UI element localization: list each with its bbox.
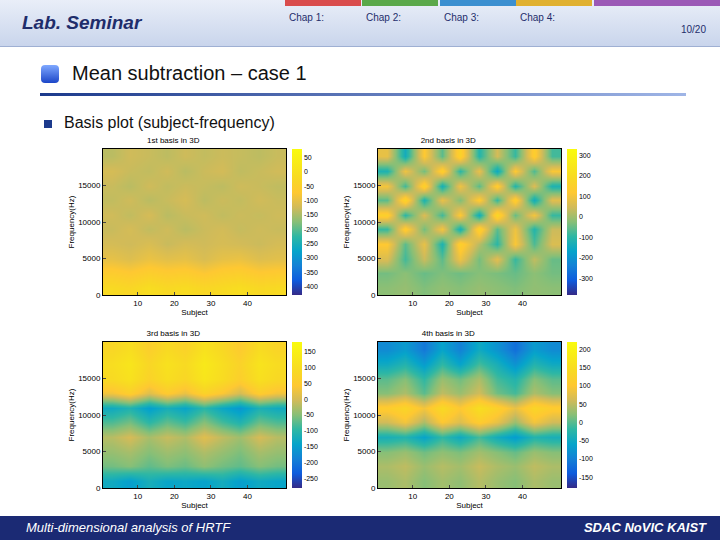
svg-text:-50: -50 xyxy=(579,437,589,444)
svg-text:20: 20 xyxy=(170,299,179,308)
svg-text:0: 0 xyxy=(304,396,308,403)
svg-text:-250: -250 xyxy=(304,240,318,247)
svg-text:10: 10 xyxy=(133,299,142,308)
svg-text:15000: 15000 xyxy=(78,374,101,383)
svg-text:-200: -200 xyxy=(304,226,318,233)
svg-text:-50: -50 xyxy=(304,411,314,418)
svg-text:-300: -300 xyxy=(304,254,318,261)
svg-text:Frequency(Hz): Frequency(Hz) xyxy=(342,388,351,441)
svg-text:50: 50 xyxy=(579,401,587,408)
svg-text:4th basis in 3D: 4th basis in 3D xyxy=(422,329,475,338)
svg-text:3rd basis in 3D: 3rd basis in 3D xyxy=(147,329,201,338)
svg-text:30: 30 xyxy=(207,299,216,308)
svg-text:-100: -100 xyxy=(579,234,593,241)
svg-text:1st basis in 3D: 1st basis in 3D xyxy=(147,136,200,145)
svg-text:15000: 15000 xyxy=(353,181,376,190)
html-text:Chap 2:: Chap 2: xyxy=(366,12,401,23)
svg-text:Subject: Subject xyxy=(456,501,483,510)
svg-text:50: 50 xyxy=(304,380,312,387)
svg-text:-100: -100 xyxy=(304,427,318,434)
svg-text:40: 40 xyxy=(243,299,252,308)
svg-text:-200: -200 xyxy=(579,254,593,261)
svg-text:15000: 15000 xyxy=(78,181,101,190)
svg-text:30: 30 xyxy=(482,492,491,501)
svg-text:40: 40 xyxy=(518,299,527,308)
html-text:10/20: 10/20 xyxy=(681,24,706,35)
svg-text:100: 100 xyxy=(579,193,591,200)
svg-text:10000: 10000 xyxy=(78,411,101,420)
svg-text:150: 150 xyxy=(579,364,591,371)
svg-text:Subject: Subject xyxy=(181,308,208,317)
svg-text:-200: -200 xyxy=(304,459,318,466)
svg-text:-150: -150 xyxy=(304,211,318,218)
svg-text:0: 0 xyxy=(371,484,376,493)
svg-text:0: 0 xyxy=(96,484,101,493)
svg-text:30: 30 xyxy=(207,492,216,501)
html-text:Mean subtraction – case 1: Mean subtraction – case 1 xyxy=(72,62,307,84)
html-text:Multi-dimensional analysis of: Multi-dimensional analysis of HRTF xyxy=(26,520,231,535)
svg-text:-100: -100 xyxy=(579,455,593,462)
html-text:Chap 3:: Chap 3: xyxy=(444,12,479,23)
svg-text:10000: 10000 xyxy=(353,218,376,227)
svg-text:5000: 5000 xyxy=(358,254,376,263)
svg-text:Frequency(Hz): Frequency(Hz) xyxy=(342,195,351,248)
svg-text:10: 10 xyxy=(408,299,417,308)
svg-text:10: 10 xyxy=(408,492,417,501)
svg-text:2nd basis in 3D: 2nd basis in 3D xyxy=(421,136,476,145)
svg-text:-250: -250 xyxy=(304,475,318,482)
svg-text:200: 200 xyxy=(579,346,591,353)
svg-text:Frequency(Hz): Frequency(Hz) xyxy=(67,388,76,441)
svg-text:0: 0 xyxy=(304,168,308,175)
svg-text:100: 100 xyxy=(304,364,316,371)
svg-text:-350: -350 xyxy=(304,269,318,276)
svg-text:Frequency(Hz): Frequency(Hz) xyxy=(67,195,76,248)
svg-text:50: 50 xyxy=(304,154,312,161)
svg-text:300: 300 xyxy=(579,152,591,159)
svg-text:100: 100 xyxy=(579,382,591,389)
svg-text:0: 0 xyxy=(579,213,583,220)
svg-text:-300: -300 xyxy=(579,275,593,282)
svg-text:-150: -150 xyxy=(304,443,318,450)
svg-text:40: 40 xyxy=(243,492,252,501)
svg-text:10: 10 xyxy=(133,492,142,501)
svg-text:Subject: Subject xyxy=(456,308,483,317)
html-text:SDAC NoVIC KAIST: SDAC NoVIC KAIST xyxy=(583,520,706,535)
svg-text:0: 0 xyxy=(371,291,376,300)
html-text:Lab. Seminar: Lab. Seminar xyxy=(22,12,142,33)
svg-text:0: 0 xyxy=(579,419,583,426)
svg-text:10000: 10000 xyxy=(353,411,376,420)
svg-text:30: 30 xyxy=(482,299,491,308)
html-text:Chap 4:: Chap 4: xyxy=(520,12,555,23)
svg-text:Subject: Subject xyxy=(181,501,208,510)
svg-text:10000: 10000 xyxy=(78,218,101,227)
svg-text:5000: 5000 xyxy=(358,447,376,456)
svg-text:0: 0 xyxy=(96,291,101,300)
svg-text:-400: -400 xyxy=(304,283,318,290)
svg-text:150: 150 xyxy=(304,348,316,355)
svg-text:-100: -100 xyxy=(304,197,318,204)
svg-text:15000: 15000 xyxy=(353,374,376,383)
svg-text:-150: -150 xyxy=(579,474,593,481)
svg-text:-50: -50 xyxy=(304,183,314,190)
svg-text:20: 20 xyxy=(445,492,454,501)
html-text:Chap 1:: Chap 1: xyxy=(289,12,324,23)
svg-text:20: 20 xyxy=(170,492,179,501)
svg-text:40: 40 xyxy=(518,492,527,501)
svg-text:20: 20 xyxy=(445,299,454,308)
html-text:Basis plot (subject-frequency): Basis plot (subject-frequency) xyxy=(64,114,275,131)
svg-text:5000: 5000 xyxy=(83,447,101,456)
svg-text:5000: 5000 xyxy=(83,254,101,263)
svg-text:200: 200 xyxy=(579,172,591,179)
